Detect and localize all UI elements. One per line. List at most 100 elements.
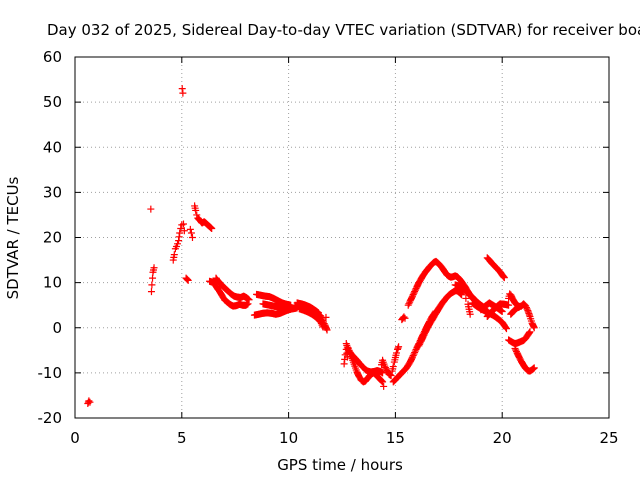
data-point [244, 295, 252, 303]
data-points [84, 85, 538, 408]
data-point [500, 274, 508, 282]
data-point [170, 251, 178, 259]
y-tick-label: -10 [38, 364, 63, 382]
data-point [381, 364, 389, 372]
data-point [411, 349, 419, 357]
data-point [411, 288, 419, 296]
data-point [410, 289, 418, 297]
data-point [400, 313, 408, 321]
data-point [511, 345, 519, 353]
y-tick-label: 40 [43, 138, 62, 156]
data-point [322, 313, 330, 321]
data-point [416, 340, 424, 348]
data-point [411, 347, 419, 355]
axis-ticks [74, 56, 610, 419]
data-point [377, 376, 385, 384]
data-point [149, 274, 157, 282]
data-point [392, 349, 400, 357]
data-point [389, 363, 397, 371]
y-tick-label: 0 [52, 319, 62, 337]
data-point [409, 352, 417, 360]
data-point [178, 85, 186, 93]
data-point [405, 300, 413, 308]
data-point [379, 378, 387, 386]
data-point [415, 342, 423, 350]
x-axis-title: GPS time / hours [277, 456, 403, 474]
data-point [317, 320, 325, 328]
data-point [179, 89, 187, 97]
y-tick-label: 20 [43, 229, 62, 247]
data-point [381, 362, 389, 370]
data-point [522, 304, 530, 312]
data-point [380, 382, 388, 390]
data-point [401, 314, 409, 322]
data-point [183, 276, 191, 284]
data-point [245, 296, 253, 304]
data-point [409, 291, 417, 299]
data-point [498, 308, 506, 316]
data-point [411, 286, 419, 294]
data-point [323, 326, 331, 334]
data-point [319, 323, 327, 331]
x-tick-label: 25 [599, 429, 618, 447]
data-point [147, 205, 155, 213]
data-point [502, 325, 510, 333]
x-tick-label: 5 [177, 429, 187, 447]
data-point [147, 288, 155, 296]
data-point [512, 346, 520, 354]
data-point [186, 225, 194, 233]
data-point [180, 227, 188, 235]
data-point [515, 303, 523, 311]
data-point [419, 333, 427, 341]
x-tick-label: 15 [386, 429, 405, 447]
data-point [530, 324, 538, 332]
data-point [187, 229, 195, 237]
data-point [462, 294, 470, 302]
data-point [176, 229, 184, 237]
data-point [315, 309, 323, 317]
data-point [378, 377, 386, 385]
y-tick-label: 30 [43, 183, 62, 201]
data-point [85, 397, 93, 405]
data-point [505, 301, 513, 309]
y-axis-title: SDTVAR / TECUs [4, 176, 22, 299]
data-point [502, 324, 510, 332]
data-point [178, 221, 186, 229]
data-point [188, 234, 196, 241]
data-point [244, 295, 252, 303]
data-point [318, 321, 326, 329]
data-point [523, 305, 531, 313]
x-tick-label: 10 [279, 429, 298, 447]
data-point [530, 364, 538, 372]
data-point [410, 350, 418, 358]
data-point [174, 240, 182, 248]
data-point [408, 292, 416, 300]
data-point [526, 328, 534, 336]
data-point [395, 343, 403, 351]
data-point [177, 224, 185, 232]
tick-labels: 0 5 10 15 20 25 -20 -10 0 10 20 30 40 50 60 [38, 48, 619, 447]
data-point [522, 302, 530, 310]
x-tick-label: 0 [70, 429, 80, 447]
data-point [148, 281, 156, 289]
data-point [193, 211, 201, 219]
data-point [420, 331, 428, 339]
data-point [404, 301, 412, 309]
data-point [150, 264, 158, 272]
data-point [458, 291, 466, 299]
y-tick-label: 50 [43, 93, 62, 111]
data-point [387, 372, 395, 380]
data-point [86, 398, 94, 406]
data-point [192, 206, 200, 214]
data-point [317, 318, 325, 326]
data-point [285, 303, 293, 311]
data-point [184, 276, 192, 284]
grid [75, 57, 609, 418]
y-tick-label: 60 [43, 48, 62, 66]
data-point [343, 353, 351, 361]
data-point [180, 220, 188, 228]
x-tick-label: 20 [493, 429, 512, 447]
data-point [183, 275, 191, 283]
